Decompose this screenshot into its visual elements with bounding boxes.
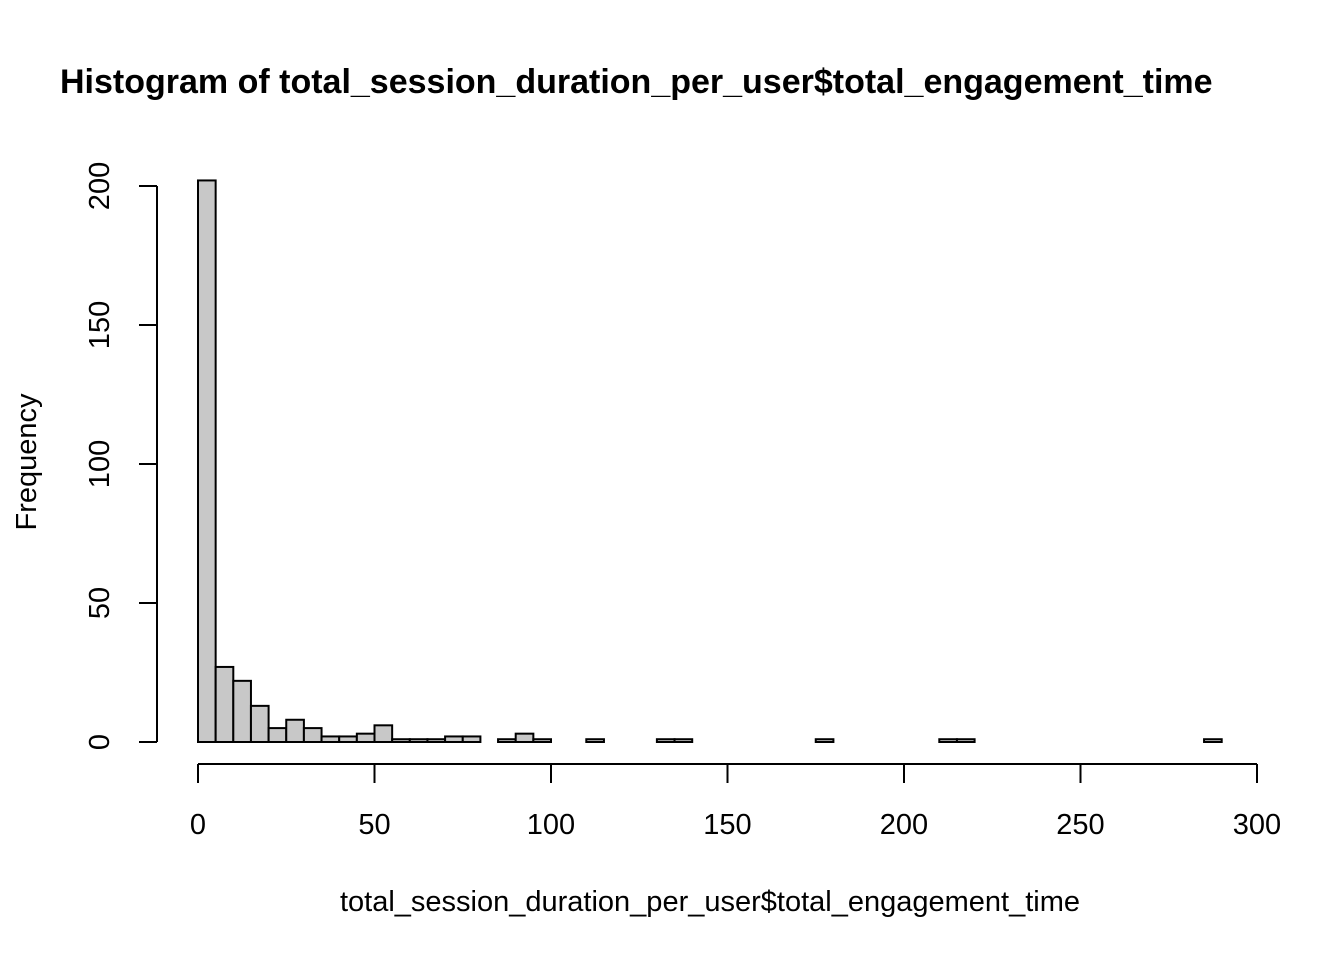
y-axis-label: Frequency — [11, 393, 43, 531]
y-tick-label: 150 — [84, 301, 116, 349]
histogram-bar — [444, 735, 464, 744]
histogram-bar — [938, 738, 958, 743]
chart-title: Histogram of total_session_duration_per_… — [60, 63, 1213, 101]
y-axis: 0 50 100 150 200 — [84, 162, 158, 750]
histogram-bar — [955, 738, 976, 743]
histogram-bar — [673, 738, 694, 743]
histogram-bar — [338, 735, 358, 744]
y-tick-label: 0 — [84, 734, 116, 750]
histogram-bar — [585, 738, 605, 743]
histogram-bar — [214, 665, 235, 743]
x-tick-label: 50 — [358, 809, 390, 841]
histogram-bar — [391, 738, 411, 743]
histogram-bar — [532, 738, 552, 743]
histogram-bar — [267, 727, 288, 743]
x-tick-label: 150 — [703, 809, 751, 841]
histogram-bar — [814, 738, 835, 743]
histogram-bar — [320, 735, 341, 744]
histogram-bar — [302, 727, 323, 743]
y-tick-label: 50 — [84, 587, 116, 619]
histogram-bar — [497, 738, 517, 743]
x-tick-label: 200 — [880, 809, 928, 841]
x-tick-label: 100 — [527, 809, 575, 841]
x-tick-label: 300 — [1233, 809, 1281, 841]
histogram-bar — [514, 732, 535, 743]
x-axis: 0 50 100 150 200 250 300 — [190, 763, 1281, 841]
y-tick-label: 200 — [84, 162, 116, 210]
histogram-bar — [355, 732, 376, 743]
histogram-bar — [232, 679, 252, 744]
histogram-bar — [285, 718, 305, 744]
bars-group — [197, 179, 1223, 744]
histogram-bar — [197, 179, 217, 743]
histogram-bar — [1203, 738, 1223, 743]
histogram-bar — [249, 704, 270, 743]
histogram-bar — [426, 738, 447, 743]
histogram-bar — [461, 735, 482, 744]
histogram-bar — [655, 738, 676, 743]
y-tick-label: 100 — [84, 440, 116, 488]
histogram-bar — [408, 738, 429, 743]
x-tick-label: 250 — [1056, 809, 1104, 841]
x-tick-label: 0 — [190, 809, 206, 841]
x-axis-label: total_session_duration_per_user$total_en… — [340, 886, 1080, 918]
histogram-bar — [373, 724, 394, 744]
